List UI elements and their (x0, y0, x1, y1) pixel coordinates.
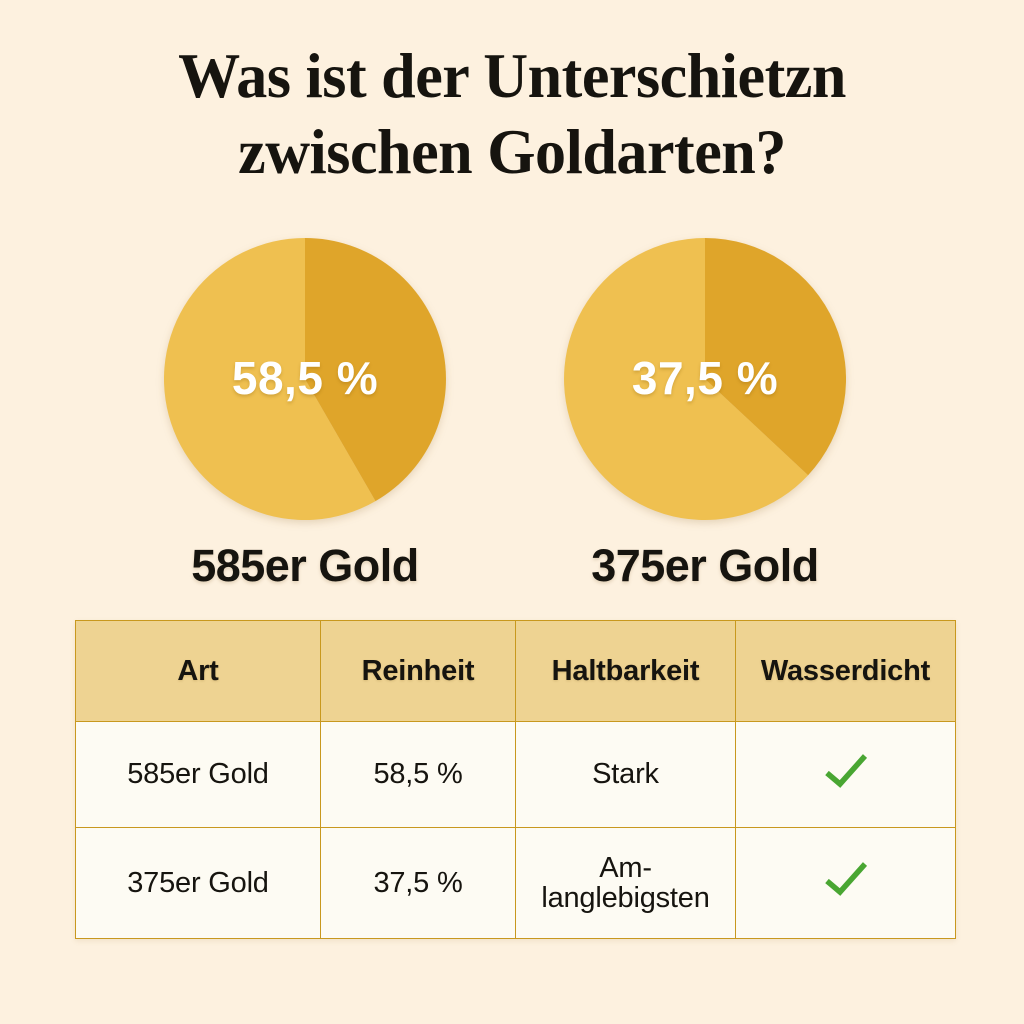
table-row: 375er Gold 37,5 % Am- langlebigsten (75, 827, 956, 939)
table-header-art: Art (75, 620, 321, 722)
check-icon (823, 861, 869, 897)
cell-art: 585er Gold (75, 721, 321, 828)
table-header-reinheit: Reinheit (320, 620, 516, 722)
cell-wasserdicht (735, 827, 956, 939)
pie-chart-group: 58,5 % 585er Gold 37,5 % 375er Gold (0, 238, 1024, 598)
pie-caption-585er: 585er Gold (191, 540, 419, 591)
cell-haltbarkeit-line1: Stark (592, 758, 659, 791)
pie-chart-585er: 58,5 % 585er Gold (105, 238, 505, 592)
cell-art: 375er Gold (75, 827, 321, 939)
table-row: 585er Gold 58,5 % Stark (75, 721, 956, 828)
comparison-table: Art Reinheit Haltbarkeit Wasserdicht 585… (75, 620, 956, 939)
comparison-table-wrap: Art Reinheit Haltbarkeit Wasserdicht 585… (75, 620, 956, 939)
cell-reinheit: 37,5 % (320, 827, 516, 939)
cell-haltbarkeit-line2: langlebigsten (541, 882, 710, 914)
table-header-wasserdicht: Wasserdicht (735, 620, 956, 722)
pie-slice-dark-375er (705, 238, 846, 476)
title-line-2: zwischen Goldarten? (238, 116, 786, 187)
cell-haltbarkeit: Am- langlebigsten (515, 827, 736, 939)
pie-svg-585er (164, 238, 446, 520)
pie-caption-375er: 375er Gold (591, 540, 819, 591)
pie-svg-375er (564, 238, 846, 520)
pie-wrap-585er: 58,5 % (164, 238, 446, 520)
page-title: Was ist der Unterschietzn zwischen Golda… (60, 38, 964, 190)
pie-slice-light-585er (164, 238, 376, 520)
cell-haltbarkeit: Stark (515, 721, 736, 828)
pie-slice-dark-585er (305, 238, 446, 502)
table-header-haltbarkeit: Haltbarkeit (515, 620, 736, 722)
title-line-1: Was ist der Unterschietzn (178, 40, 846, 111)
pie-wrap-375er: 37,5 % (564, 238, 846, 520)
pie-chart-375er: 37,5 % 375er Gold (505, 238, 905, 592)
check-icon (823, 753, 869, 789)
cell-wasserdicht (735, 721, 956, 828)
cell-reinheit: 58,5 % (320, 721, 516, 828)
pie-slice-light-375er (564, 238, 809, 520)
cell-haltbarkeit-line1: Am- (599, 851, 652, 884)
table-header-row: Art Reinheit Haltbarkeit Wasserdicht (75, 620, 956, 722)
